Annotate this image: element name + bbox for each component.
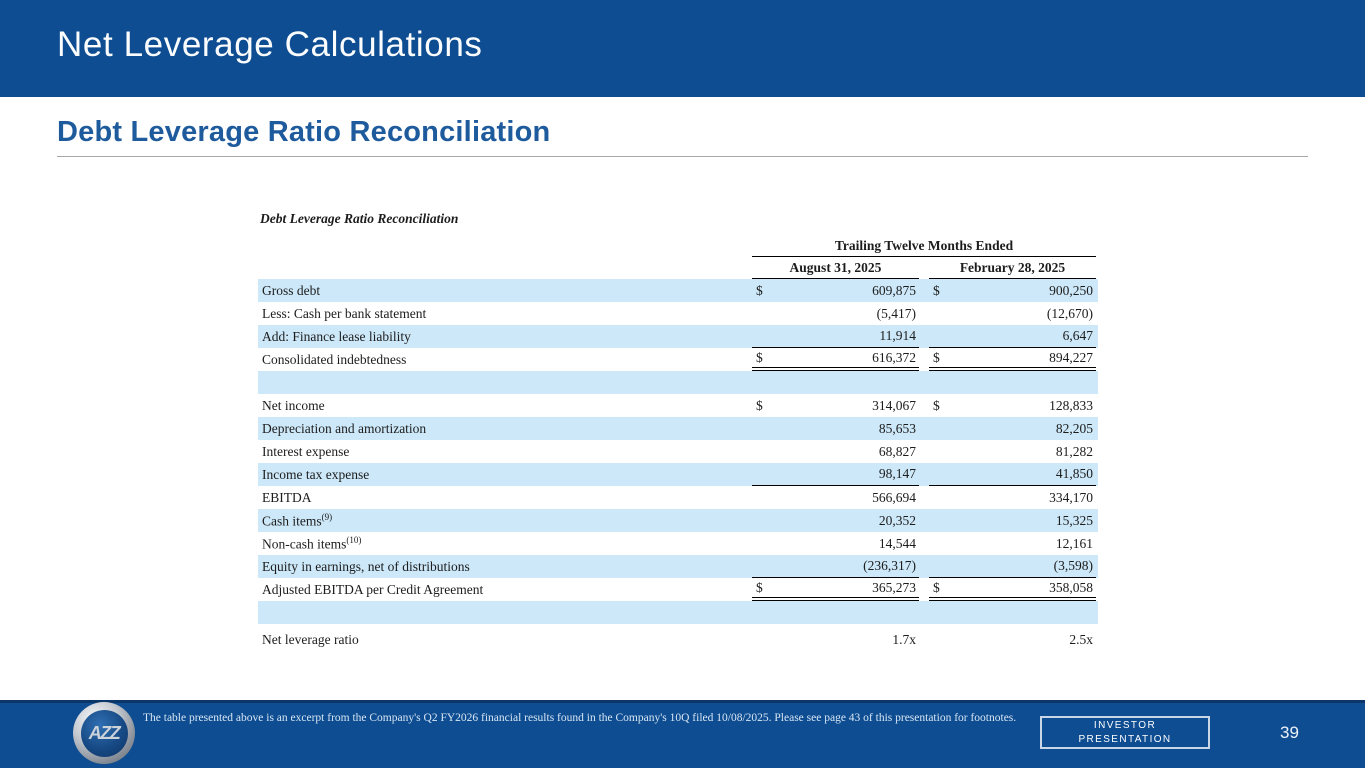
table-row: Non-cash items(10) 14,544 12,161 (258, 532, 1098, 555)
table-spacer-row (258, 371, 1098, 394)
row-value-col1: 85,653 (878, 420, 916, 436)
row-value-col2: 41,850 (929, 463, 1096, 486)
row-value-col1: 566,694 (872, 489, 916, 505)
badge-line-1: INVESTOR (1093, 720, 1157, 731)
row-value-col2: 2.5x (1069, 631, 1093, 647)
row-value-col1: (5,417) (876, 305, 916, 321)
row-value-col2: 6,647 (929, 325, 1096, 348)
column-header-aug: August 31, 2025 (752, 257, 919, 279)
investor-presentation-badge: INVESTOR PRESENTATION (1040, 716, 1210, 749)
table-row: Less: Cash per bank statement (5,417) (1… (258, 302, 1098, 325)
table-group-header-row: Trailing Twelve Months Ended (258, 236, 1098, 257)
row-label: Add: Finance lease liability (262, 328, 411, 344)
row-value-col2: (3,598) (929, 555, 1096, 578)
row-value-col2: $900,250 (933, 282, 1093, 298)
table-row: Net income $314,067 $128,833 (258, 394, 1098, 417)
row-value-col2: 81,282 (1055, 443, 1093, 459)
group-header: Trailing Twelve Months Ended (752, 236, 1096, 257)
slide-footer (0, 700, 1365, 768)
row-label: Consolidated indebtedness (262, 351, 407, 367)
table-row: Equity in earnings, net of distributions… (258, 555, 1098, 578)
row-label: Cash items(9) (262, 511, 333, 529)
row-value-col2: $128,833 (933, 397, 1093, 413)
table-row: Add: Finance lease liability 11,914 6,64… (258, 325, 1098, 348)
row-label: EBITDA (262, 489, 312, 505)
debt-leverage-table: Debt Leverage Ratio Reconciliation Trail… (258, 211, 1098, 651)
row-value-col2: $358,058 (929, 578, 1096, 601)
row-value-col1: 68,827 (878, 443, 916, 459)
badge-line-2: PRESENTATION (1078, 733, 1172, 745)
row-label: Net income (262, 397, 325, 413)
row-label: Adjusted EBITDA per Credit Agreement (262, 581, 484, 597)
row-value-col2: 12,161 (1055, 535, 1093, 551)
row-value-col1: 14,544 (878, 535, 916, 551)
row-label: Depreciation and amortization (262, 420, 427, 436)
row-label: Interest expense (262, 443, 350, 459)
table-row-total: Adjusted EBITDA per Credit Agreement $36… (258, 578, 1098, 601)
table-row: Depreciation and amortization 85,653 82,… (258, 417, 1098, 440)
row-value-col1: $609,875 (756, 282, 916, 298)
table-spacer-row (258, 601, 1098, 624)
row-value-col2: 15,325 (1055, 512, 1093, 528)
table-row: Net leverage ratio 1.7x 2.5x (258, 628, 1098, 651)
row-value-col2: 82,205 (1055, 420, 1093, 436)
row-value-col1: $314,067 (756, 397, 916, 413)
slide-header-banner: Net Leverage Calculations (0, 0, 1365, 97)
row-label: Net leverage ratio (262, 631, 359, 647)
row-value-col1: $365,273 (752, 578, 919, 601)
table-row: EBITDA 566,694 334,170 (258, 486, 1098, 509)
row-value-col2: $894,227 (929, 348, 1096, 371)
column-header-feb: February 28, 2025 (929, 257, 1096, 279)
table-row-total: Consolidated indebtedness $616,372 $894,… (258, 348, 1098, 371)
row-label: Income tax expense (262, 466, 370, 482)
row-value-col1: $616,372 (752, 348, 919, 371)
footnote-ref: (9) (321, 511, 333, 522)
table-column-header-row: August 31, 2025 February 28, 2025 (258, 257, 1098, 279)
slide-title: Net Leverage Calculations (57, 25, 483, 64)
section-heading: Debt Leverage Ratio Reconciliation (57, 116, 551, 148)
table-row: Gross debt $609,875 $900,250 (258, 279, 1098, 302)
row-value-col1: 1.7x (892, 631, 916, 647)
azz-logo: AZZ (73, 702, 135, 764)
table-row: Interest expense 68,827 81,282 (258, 440, 1098, 463)
row-value-col1: (236,317) (752, 555, 919, 578)
page-number: 39 (1280, 723, 1299, 742)
row-label: Equity in earnings, net of distributions (262, 558, 470, 574)
footnote-ref: (10) (346, 534, 362, 545)
footer-disclaimer: The table presented above is an excerpt … (143, 712, 1017, 724)
row-label: Non-cash items(10) (262, 534, 362, 552)
table-title: Debt Leverage Ratio Reconciliation (260, 211, 459, 226)
row-value-col2: (12,670) (1046, 305, 1093, 321)
table-row: Cash items(9) 20,352 15,325 (258, 509, 1098, 532)
table-row: Income tax expense 98,147 41,850 (258, 463, 1098, 486)
azz-logo-monogram: AZZ (80, 709, 128, 757)
row-value-col1: 98,147 (752, 463, 919, 486)
row-label: Less: Cash per bank statement (262, 305, 427, 321)
row-label: Gross debt (262, 282, 321, 298)
heading-divider (57, 156, 1308, 157)
row-value-col2: 334,170 (1049, 489, 1093, 505)
row-value-col1: 20,352 (878, 512, 916, 528)
row-value-col1: 11,914 (752, 325, 919, 348)
